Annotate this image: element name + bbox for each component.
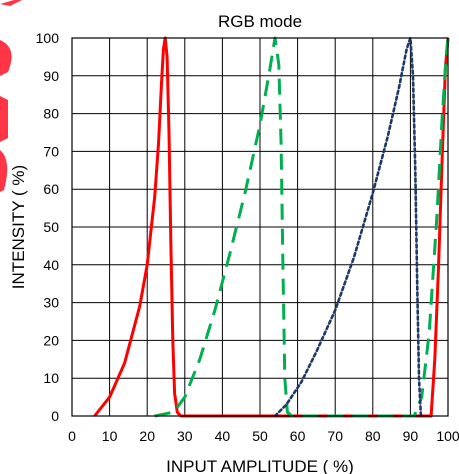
x-tick-label: 0 — [68, 428, 76, 444]
x-tick-label: 10 — [102, 428, 118, 444]
chart-title: RGB mode — [218, 12, 302, 31]
x-tick-label: 90 — [403, 428, 419, 444]
y-tick-labels: 0 10 20 30 40 50 60 70 80 90 100 — [36, 30, 60, 424]
series-layer — [93, 36, 450, 418]
series-line-2 — [154, 36, 450, 418]
y-tick-label: 20 — [43, 332, 59, 348]
x-tick-label: 40 — [215, 428, 231, 444]
plot-frame — [71, 37, 449, 417]
y-tick-label: 50 — [43, 219, 59, 235]
y-tick-label: 10 — [43, 370, 59, 386]
series-line-1 — [93, 36, 450, 418]
y-tick-label: 30 — [43, 295, 59, 311]
y-tick-label: 70 — [43, 143, 59, 159]
y-tick-label: 40 — [43, 257, 59, 273]
x-tick-label: 80 — [365, 428, 381, 444]
x-tick-label: 50 — [252, 428, 268, 444]
y-tick-label: 90 — [43, 68, 59, 84]
x-tick-label: 70 — [327, 428, 343, 444]
y-tick-label: 80 — [43, 106, 59, 122]
x-tick-label: 60 — [290, 428, 306, 444]
grid — [71, 37, 449, 417]
x-tick-label: 100 — [436, 428, 459, 444]
series-line-3 — [273, 36, 423, 418]
x-tick-label: 30 — [177, 428, 193, 444]
y-tick-label: 0 — [51, 408, 59, 424]
x-axis-label: INPUT AMPLITUDE ( %) — [166, 457, 354, 474]
y-axis-label: INTENSITY ( %) — [9, 165, 28, 289]
x-tick-labels: 0 10 20 30 40 50 60 70 80 90 100 — [68, 428, 459, 444]
y-tick-label: 60 — [43, 181, 59, 197]
x-tick-label: 20 — [139, 428, 155, 444]
y-tick-label: 100 — [36, 30, 60, 46]
